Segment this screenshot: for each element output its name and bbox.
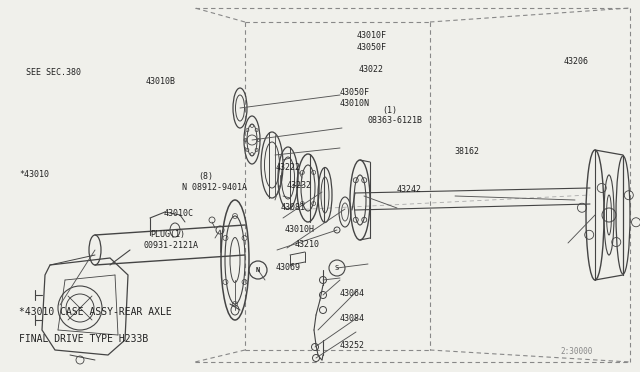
Text: SEE SEC.380: SEE SEC.380: [26, 68, 81, 77]
Text: 43206: 43206: [563, 57, 588, 66]
Text: 43050F: 43050F: [339, 88, 369, 97]
Text: 43050F: 43050F: [356, 43, 387, 52]
Text: 2:30000: 2:30000: [560, 347, 593, 356]
Text: N 08912-9401A: N 08912-9401A: [182, 183, 248, 192]
Text: 43252: 43252: [339, 341, 364, 350]
Text: FINAL DRIVE TYPE H233B: FINAL DRIVE TYPE H233B: [19, 334, 148, 343]
Text: (1): (1): [382, 106, 397, 115]
Text: 43010F: 43010F: [356, 31, 387, 40]
Text: 43232: 43232: [287, 181, 312, 190]
Text: 43064: 43064: [339, 289, 364, 298]
Text: *43010 CASE ASSY-REAR AXLE: *43010 CASE ASSY-REAR AXLE: [19, 308, 172, 317]
Text: *43010: *43010: [19, 170, 49, 179]
Text: PLUG(1): PLUG(1): [150, 230, 186, 239]
Text: 00931-2121A: 00931-2121A: [144, 241, 199, 250]
Text: 43210: 43210: [294, 240, 319, 249]
Text: 43242: 43242: [397, 185, 422, 194]
Text: 43084: 43084: [339, 314, 364, 323]
Text: 43069: 43069: [275, 263, 300, 272]
Text: 43222: 43222: [275, 163, 300, 172]
Text: 43081: 43081: [280, 203, 305, 212]
Text: 43010H: 43010H: [285, 225, 315, 234]
Text: S: S: [335, 265, 339, 271]
Text: 43010N: 43010N: [339, 99, 369, 108]
Text: 08363-6121B: 08363-6121B: [368, 116, 423, 125]
Text: 43022: 43022: [358, 65, 383, 74]
Text: 43010C: 43010C: [163, 209, 193, 218]
Text: N: N: [256, 267, 260, 273]
Text: 43010B: 43010B: [146, 77, 176, 86]
Text: (8): (8): [198, 172, 213, 181]
Text: 38162: 38162: [454, 147, 479, 156]
